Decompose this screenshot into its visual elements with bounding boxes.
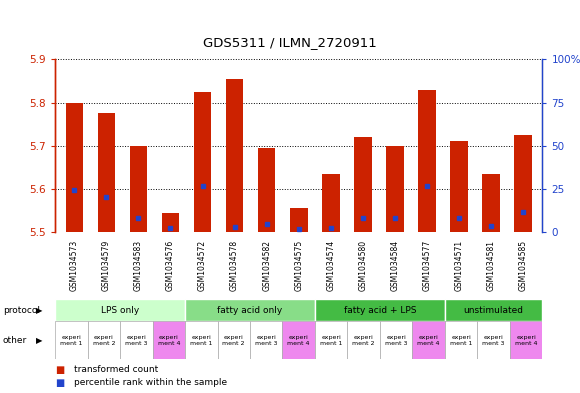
Text: other: other bbox=[3, 336, 27, 345]
Bar bbox=[218, 321, 250, 359]
Text: GSM1034584: GSM1034584 bbox=[390, 240, 400, 291]
Bar bbox=[354, 137, 372, 232]
Text: experi
ment 1: experi ment 1 bbox=[190, 335, 212, 345]
Text: experi
ment 3: experi ment 3 bbox=[255, 335, 277, 345]
Bar bbox=[482, 174, 500, 232]
Text: experi
ment 1: experi ment 1 bbox=[60, 335, 82, 345]
Bar bbox=[477, 321, 510, 359]
Bar bbox=[510, 321, 542, 359]
Text: fatty acid only: fatty acid only bbox=[218, 306, 282, 314]
Bar bbox=[250, 321, 282, 359]
Bar bbox=[226, 79, 244, 232]
Text: experi
ment 4: experi ment 4 bbox=[158, 335, 180, 345]
Bar bbox=[445, 299, 542, 321]
Bar bbox=[66, 103, 83, 232]
Text: experi
ment 2: experi ment 2 bbox=[223, 335, 245, 345]
Text: GSM1034578: GSM1034578 bbox=[230, 240, 239, 291]
Text: GSM1034585: GSM1034585 bbox=[519, 240, 528, 291]
Bar bbox=[322, 174, 339, 232]
Bar bbox=[347, 321, 380, 359]
Bar bbox=[185, 299, 315, 321]
Text: ■: ■ bbox=[55, 378, 64, 387]
Bar bbox=[258, 148, 276, 232]
Bar bbox=[450, 141, 468, 232]
Bar bbox=[514, 135, 532, 232]
Text: experi
ment 2: experi ment 2 bbox=[93, 335, 115, 345]
Bar bbox=[129, 146, 147, 232]
Bar bbox=[418, 90, 436, 232]
Bar bbox=[282, 321, 315, 359]
Bar bbox=[290, 209, 307, 232]
Bar bbox=[412, 321, 445, 359]
Bar bbox=[380, 321, 412, 359]
Bar bbox=[315, 321, 347, 359]
Text: experi
ment 1: experi ment 1 bbox=[320, 335, 342, 345]
Text: GDS5311 / ILMN_2720911: GDS5311 / ILMN_2720911 bbox=[203, 37, 377, 50]
Text: GSM1034571: GSM1034571 bbox=[455, 240, 463, 291]
Text: GSM1034581: GSM1034581 bbox=[487, 240, 495, 291]
Text: GSM1034575: GSM1034575 bbox=[294, 240, 303, 291]
Text: fatty acid + LPS: fatty acid + LPS bbox=[344, 306, 416, 314]
Text: ▶: ▶ bbox=[36, 336, 43, 345]
Text: ■: ■ bbox=[55, 365, 64, 375]
Bar bbox=[55, 321, 88, 359]
Bar bbox=[445, 321, 477, 359]
Text: percentile rank within the sample: percentile rank within the sample bbox=[74, 378, 227, 387]
Bar bbox=[194, 92, 211, 232]
Text: GSM1034582: GSM1034582 bbox=[262, 240, 271, 291]
Text: transformed count: transformed count bbox=[74, 365, 158, 374]
Text: protocol: protocol bbox=[3, 306, 40, 314]
Bar bbox=[315, 299, 445, 321]
Text: experi
ment 3: experi ment 3 bbox=[385, 335, 407, 345]
Text: GSM1034576: GSM1034576 bbox=[166, 240, 175, 291]
Bar bbox=[162, 213, 179, 232]
Bar bbox=[120, 321, 153, 359]
Text: GSM1034583: GSM1034583 bbox=[134, 240, 143, 291]
Text: GSM1034572: GSM1034572 bbox=[198, 240, 207, 291]
Bar bbox=[185, 321, 218, 359]
Text: experi
ment 4: experi ment 4 bbox=[418, 335, 440, 345]
Text: GSM1034579: GSM1034579 bbox=[102, 240, 111, 291]
Text: LPS only: LPS only bbox=[101, 306, 139, 314]
Bar bbox=[97, 113, 115, 232]
Text: experi
ment 2: experi ment 2 bbox=[353, 335, 375, 345]
Bar bbox=[55, 299, 185, 321]
Text: experi
ment 4: experi ment 4 bbox=[515, 335, 537, 345]
Text: GSM1034573: GSM1034573 bbox=[70, 240, 79, 291]
Text: GSM1034577: GSM1034577 bbox=[422, 240, 432, 291]
Bar bbox=[88, 321, 120, 359]
Text: ▶: ▶ bbox=[36, 306, 43, 314]
Bar bbox=[153, 321, 185, 359]
Bar bbox=[386, 146, 404, 232]
Text: unstimulated: unstimulated bbox=[463, 306, 524, 314]
Text: experi
ment 3: experi ment 3 bbox=[483, 335, 505, 345]
Text: experi
ment 4: experi ment 4 bbox=[288, 335, 310, 345]
Text: experi
ment 3: experi ment 3 bbox=[125, 335, 147, 345]
Text: GSM1034580: GSM1034580 bbox=[358, 240, 367, 291]
Text: GSM1034574: GSM1034574 bbox=[327, 240, 335, 291]
Text: experi
ment 1: experi ment 1 bbox=[450, 335, 472, 345]
